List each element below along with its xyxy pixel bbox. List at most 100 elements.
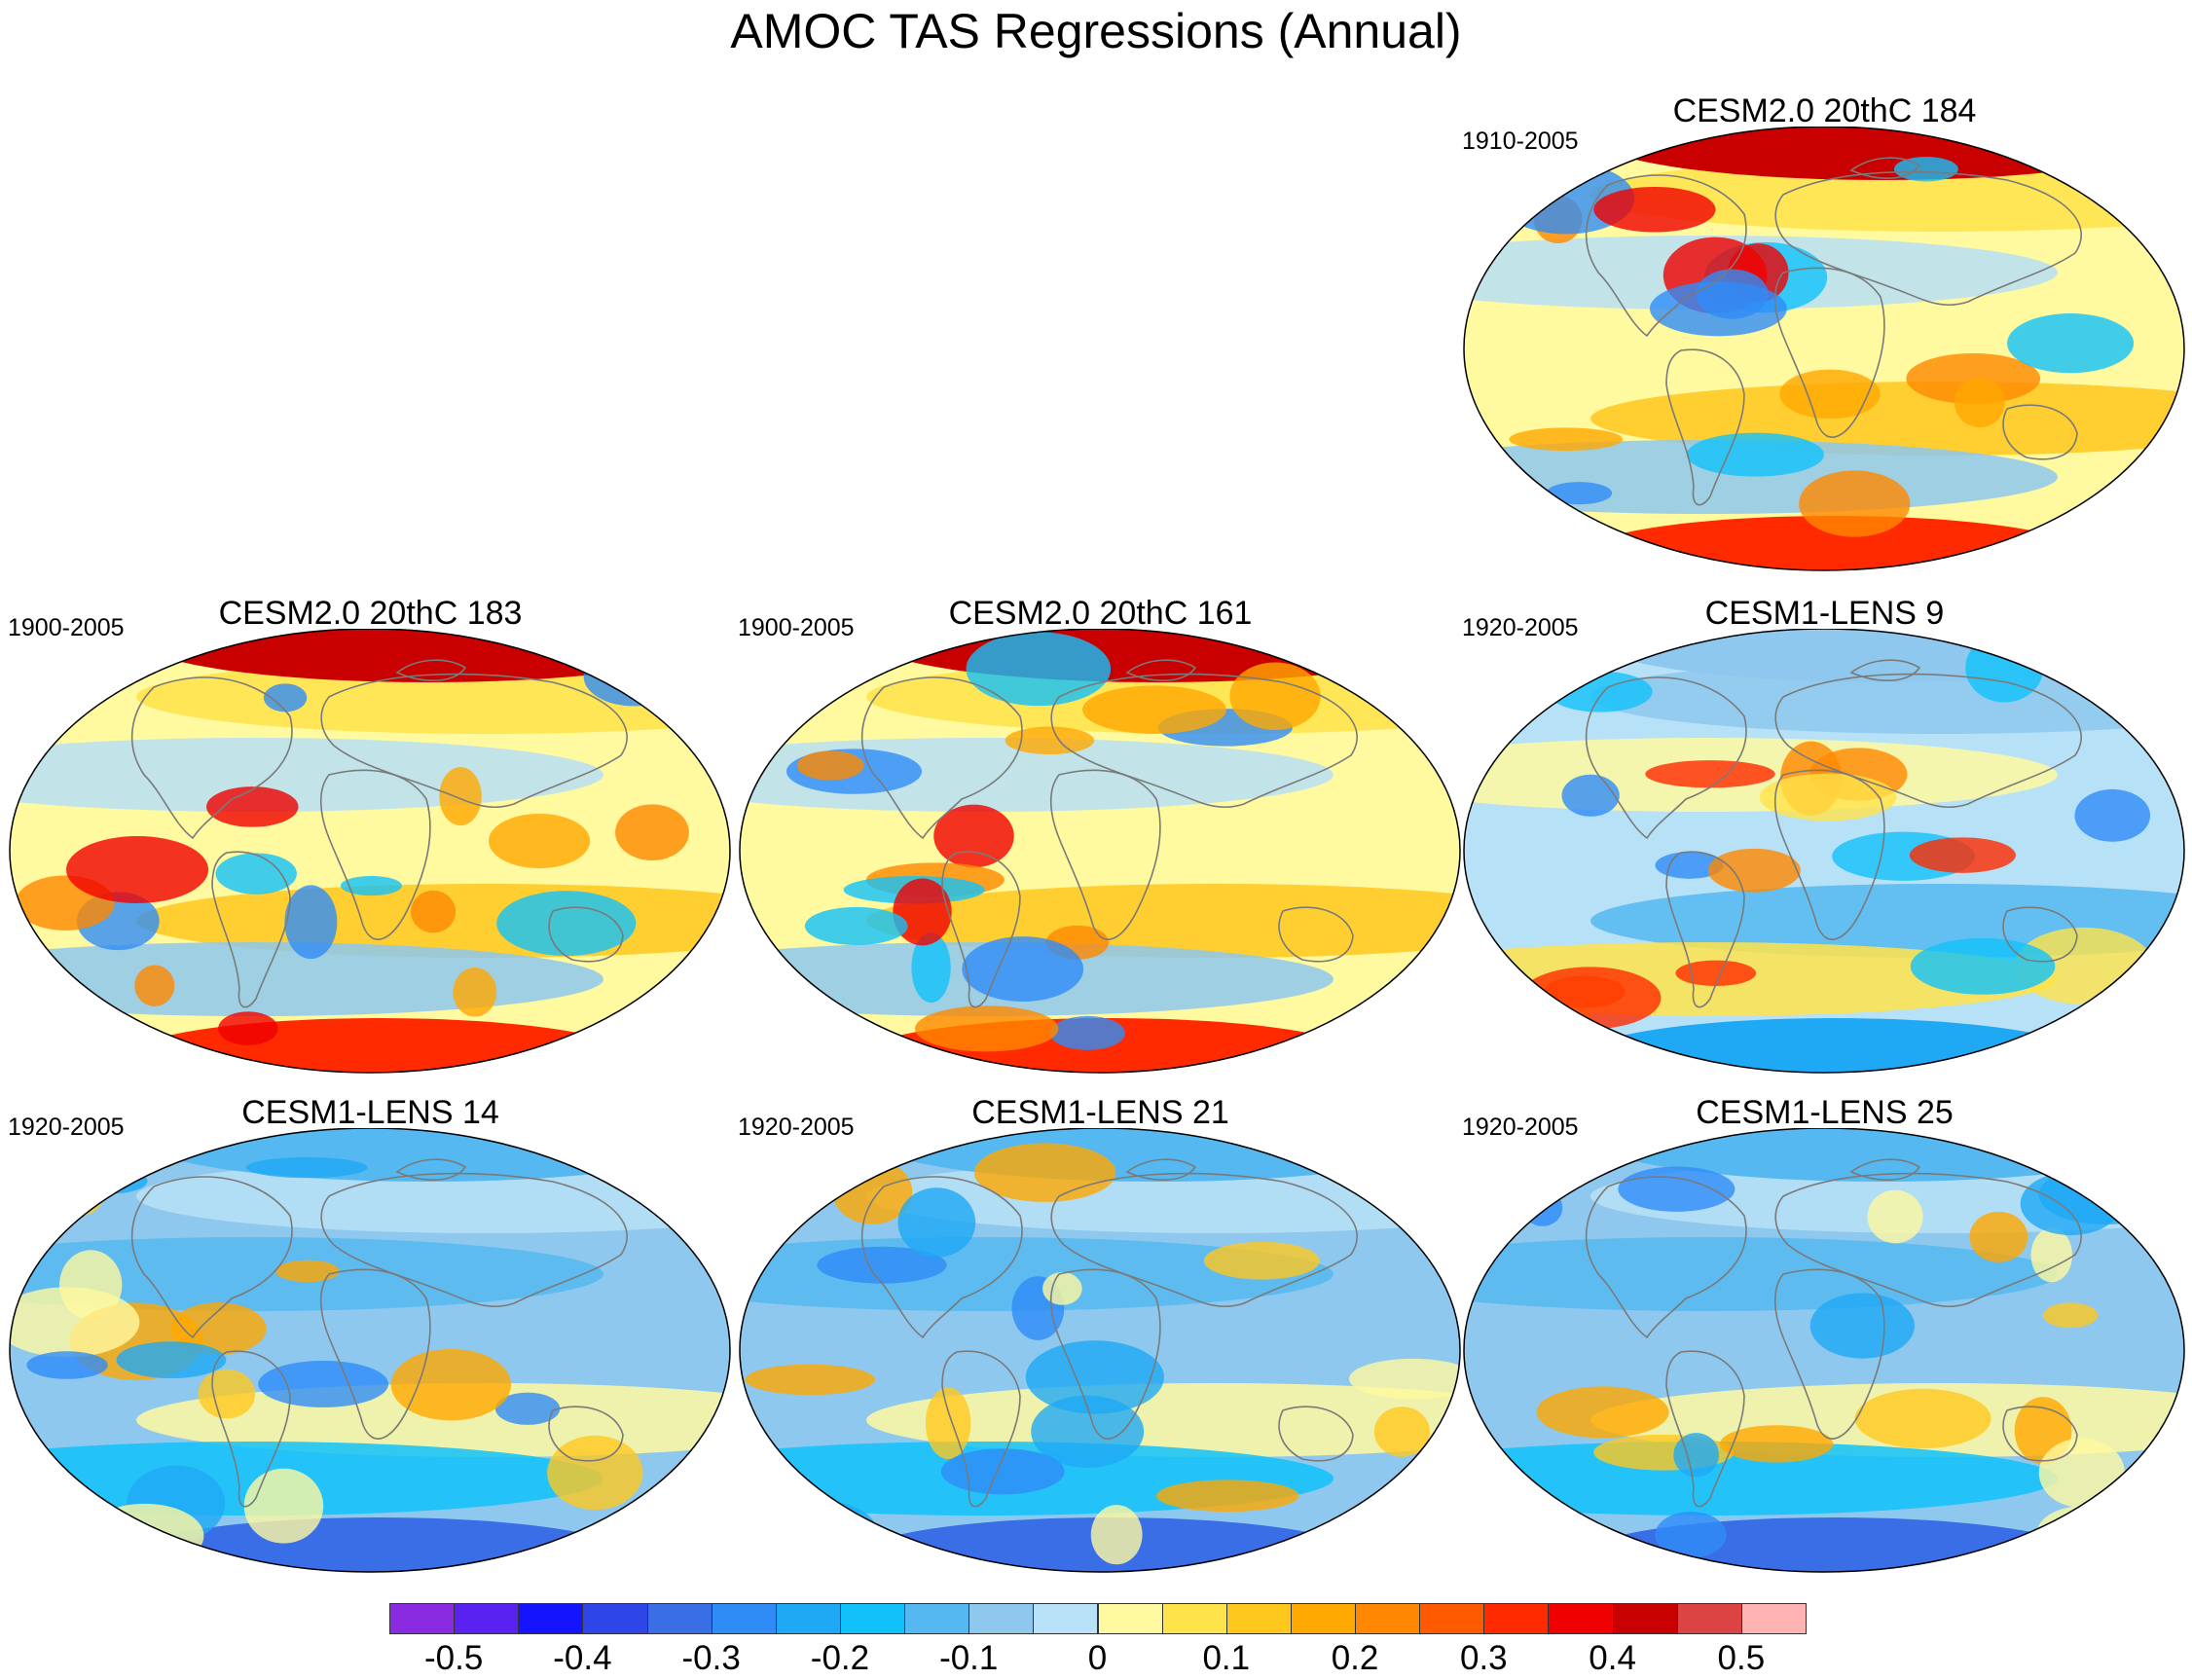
map-panel: CESM2.0 20thC 184 1910-2005 [1462, 91, 2187, 578]
colorbar-label: -0.4 [553, 1639, 612, 1677]
anomaly-patch [1082, 685, 1226, 735]
world-map [9, 629, 731, 1074]
anomaly-patch [962, 936, 1084, 1002]
panel-period: 1900-2005 [738, 614, 855, 641]
anomaly-patch [1348, 1358, 1460, 1400]
coastline [1773, 769, 1885, 940]
figure-title: AMOC TAS Regressions (Annual) [730, 4, 1462, 58]
anomaly-patch [1522, 1188, 1563, 1226]
coastline [395, 1158, 467, 1182]
coastline [1278, 906, 1354, 963]
map-border [739, 1128, 1461, 1573]
anomaly-patch [263, 683, 308, 712]
colorbar-labels: -0.5 -0.4 -0.3 -0.2 -0.1 0 0.1 0.2 0.3 0.4 0.5 [0, 1639, 2192, 1678]
anomaly-patch [1645, 760, 1775, 788]
world-map [1463, 1128, 2185, 1573]
coastline [1049, 769, 1161, 940]
anomaly-patch [66, 835, 209, 903]
anomaly-patch [1673, 1433, 1719, 1478]
colorbar-swatch [1161, 1603, 1227, 1634]
anomaly-patch [439, 767, 482, 826]
anomaly-patch [615, 804, 689, 861]
coastline [1125, 1158, 1197, 1182]
colorbar-swatch [711, 1603, 777, 1634]
coastline [1050, 1172, 1358, 1308]
anomaly-patch [2043, 1302, 2099, 1329]
anomaly-patch [2036, 1506, 2129, 1561]
colorbar-swatch [1612, 1603, 1678, 1634]
anomaly-patch [489, 813, 591, 869]
colorbar-swatch [1290, 1603, 1357, 1634]
anomaly-patch [966, 632, 1112, 707]
anomaly-patch [911, 932, 951, 1004]
colorbar-label: 0.2 [1331, 1639, 1379, 1677]
colorbar-swatch [646, 1603, 712, 1634]
anomaly-band [740, 1237, 1333, 1311]
map-border [1463, 629, 2185, 1074]
anomaly-patch [1867, 1189, 1923, 1244]
anomaly-patch [1593, 186, 1716, 233]
anomaly-patch [1005, 726, 1095, 755]
anomaly-patch [275, 1260, 340, 1283]
anomaly-patch [1910, 937, 2056, 995]
colorbar-swatch [1355, 1603, 1421, 1634]
coastline [211, 851, 291, 1008]
colorbar-label: 0.4 [1589, 1639, 1636, 1677]
coastline [211, 1350, 291, 1508]
anomaly-patch [1893, 156, 1958, 182]
anomaly-patch [1373, 1406, 1431, 1457]
anomaly-patch [1536, 1386, 1669, 1439]
anomaly-patch [494, 1392, 561, 1425]
coastline [1665, 348, 1745, 506]
map-border [739, 629, 1461, 1074]
coastline [2002, 906, 2078, 963]
anomaly-patch [583, 646, 684, 707]
coastline [1050, 673, 1358, 809]
anomaly-patch [1025, 1340, 1164, 1414]
anomaly-patch [284, 885, 338, 960]
anomaly-patch [925, 1387, 971, 1460]
anomaly-patch [1686, 432, 1824, 477]
panel-period: 1920-2005 [1462, 1114, 1579, 1141]
anomaly-patch [1969, 1211, 2028, 1262]
anomaly-patch [915, 1005, 1059, 1052]
coastline [548, 906, 624, 963]
colorbar-label: 0.1 [1202, 1639, 1251, 1677]
coastline [1665, 851, 1745, 1008]
colorbar-swatch [904, 1603, 970, 1634]
antarctic-anomaly [127, 1517, 633, 1572]
map-panel: CESM1-LENS 25 1920-2005 [1462, 1093, 2187, 1580]
anomaly-patch [1042, 1272, 1082, 1305]
anomaly-patch [1909, 837, 2016, 873]
anomaly-patch [1509, 427, 1624, 452]
panel-title: CESM2.0 20thC 161 [948, 595, 1253, 632]
coastline [2002, 1406, 2078, 1462]
world-map [1463, 127, 2185, 571]
colorbar [389, 1603, 1807, 1636]
anomaly-patch [14, 660, 120, 680]
coastline [2002, 404, 2078, 460]
anomaly-patch [1561, 774, 1620, 817]
map-border [1463, 1128, 2185, 1573]
map-panel: CESM1-LENS 21 1920-2005 [738, 1093, 1463, 1580]
anomaly-patch [198, 1369, 256, 1419]
panel-period: 1910-2005 [1462, 128, 1579, 155]
coastline [1585, 676, 1747, 840]
coastline [941, 1350, 1021, 1508]
panel-title: CESM1-LENS 25 [1696, 1094, 1954, 1131]
coastline [1773, 267, 1885, 438]
map-panel: CESM1-LENS 14 1920-2005 [8, 1093, 733, 1580]
anomaly-patch [1696, 269, 1769, 319]
anomaly-patch [390, 1348, 512, 1421]
anomaly-patch [1675, 960, 1757, 987]
panel-title: CESM1-LENS 21 [971, 1094, 1229, 1131]
anomaly-patch [1546, 482, 1613, 505]
anomaly-patch [1854, 1388, 1991, 1449]
colorbar-swatch [1676, 1603, 1742, 1634]
colorbar-label: 0.5 [1717, 1639, 1766, 1677]
anomaly-patch [340, 875, 402, 896]
world-map [1463, 629, 2185, 1074]
anomaly-patch [761, 1500, 879, 1568]
coastline [130, 1176, 293, 1339]
coastline [319, 1268, 431, 1440]
